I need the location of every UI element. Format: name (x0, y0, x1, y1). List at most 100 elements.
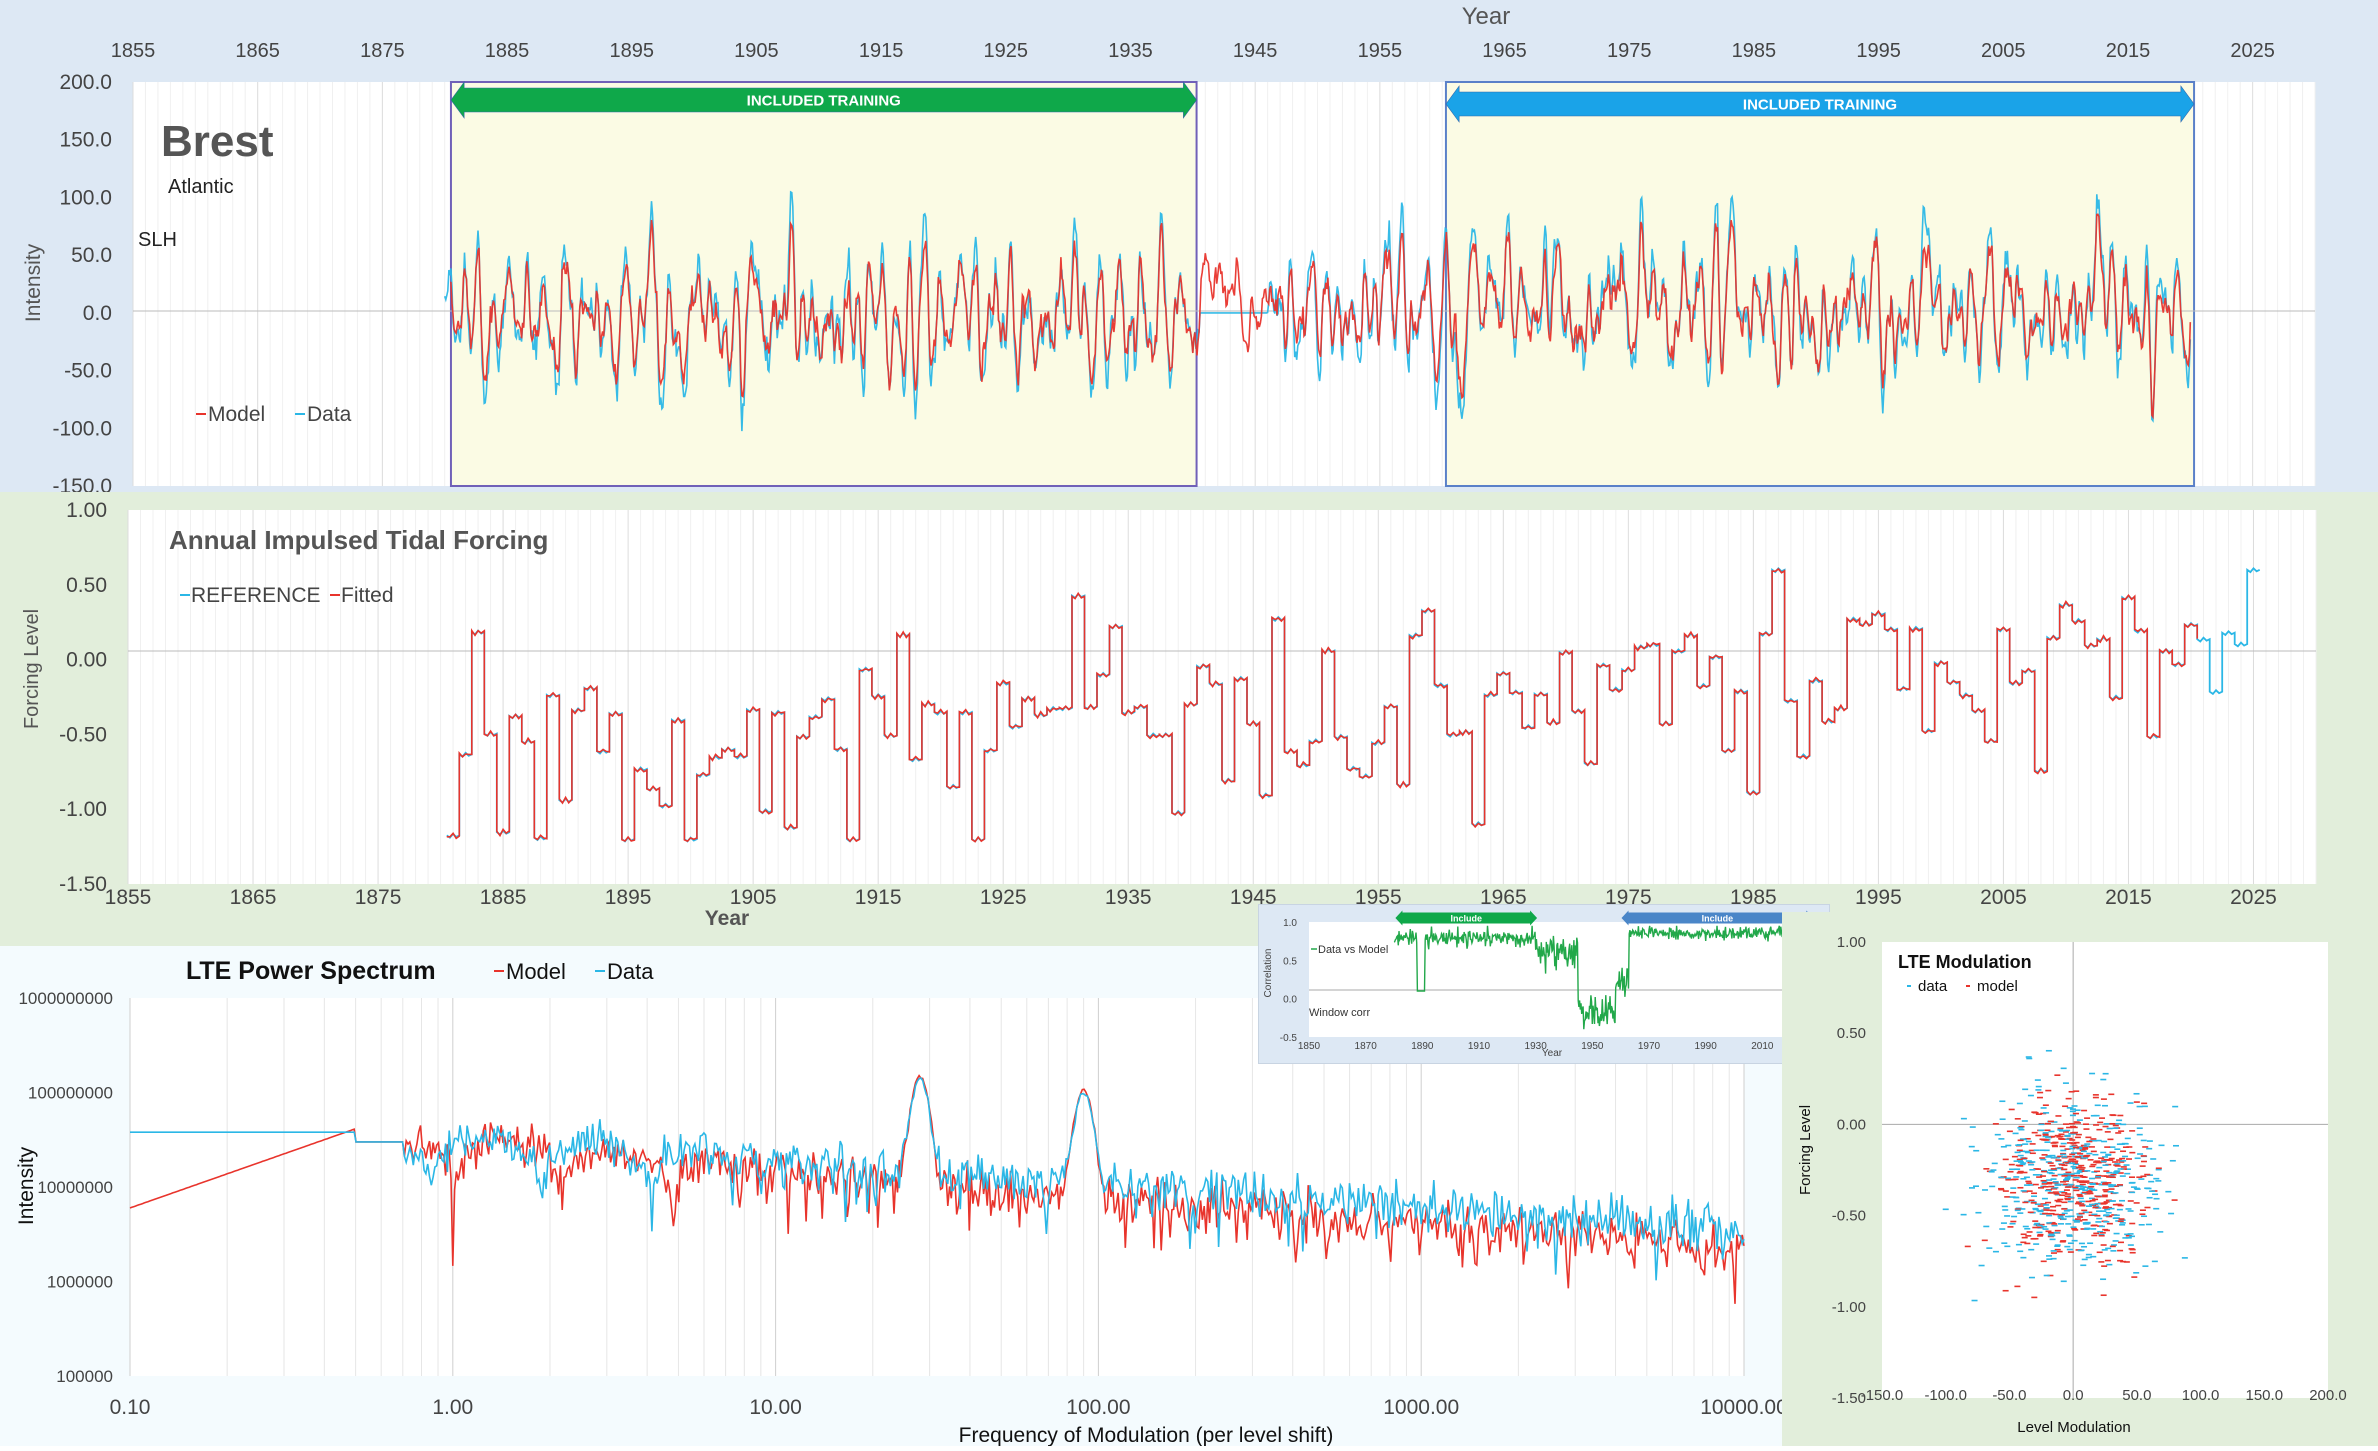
sea-level-x-tick: 1925 (984, 40, 1029, 62)
forcing-y-tick: 0.50 (66, 574, 107, 597)
forcing-x-tick: 1945 (1230, 886, 1277, 909)
forcing-y-tick: 0.00 (66, 649, 107, 672)
lte-modulation-legend: data model (1907, 978, 2018, 995)
sea-level-x-tick: 1865 (235, 40, 280, 62)
sea-level-y-axis-label: Intensity (22, 243, 45, 322)
training-region-2 (1444, 81, 2196, 487)
legend-model: Model (506, 959, 566, 984)
spectrum-x-axis-label: Frequency of Modulation (per level shift… (959, 1424, 1334, 1446)
window-corr-x-tick: 1870 (1355, 1041, 1378, 1052)
legend-data: data (1918, 978, 1948, 995)
sea-level-y-tick: 0.0 (83, 302, 112, 325)
spectrum-x-tick: 10000.00 (1700, 1396, 1782, 1419)
lte-modulation-y-tick: 1.00 (1837, 934, 1866, 951)
spectrum-y-tick: 10000000 (37, 1178, 113, 1197)
included-training-arrow-2-label: INCLUDED TRAINING (1743, 97, 1897, 114)
included-training-arrow-2 (1445, 85, 2195, 123)
window-corr-x-tick: 2010 (1751, 1041, 1774, 1052)
lte-modulation-y-axis-label: Forcing Level (1797, 1105, 1814, 1195)
included-training-arrow-1-label: INCLUDED TRAINING (747, 93, 901, 110)
spectrum-x-tick: 1000.00 (1383, 1396, 1459, 1419)
forcing-x-tick: 1935 (1105, 886, 1152, 909)
spectrum-x-tick: 0.10 (110, 1396, 151, 1419)
window-corr-chart: Include Include 1850 1870 1890 1910 1930 1950 1… (1263, 910, 1831, 1059)
forcing-y-tick: -1.50 (59, 873, 107, 896)
sea-level-x-tick: 1955 (1358, 40, 1403, 62)
include-arrow-label-2: Include (1702, 914, 1734, 924)
forcing-x-tick: 1865 (230, 886, 277, 909)
sea-level-y-tick: -50.0 (64, 360, 112, 383)
sea-level-title: Brest (161, 117, 274, 166)
spectrum-x-tick: 10.00 (749, 1396, 802, 1419)
forcing-panel: 1855 1865 1875 1885 1895 1905 1915 1925 1935 1945… (0, 492, 2378, 946)
lte-modulation-y-tick: -1.00 (1832, 1299, 1866, 1316)
sea-level-y-tick: 100.0 (59, 186, 112, 209)
sea-level-x-tick: 2025 (2230, 40, 2275, 62)
lte-modulation-chart: -150.0 -100.0 -50.0 0.0 50.0 100.0 150.0 200.0 … (1797, 934, 2347, 1436)
sea-level-side-label: SLH (138, 229, 177, 251)
forcing-x-tick: 2015 (2105, 886, 2152, 909)
window-corr-x-tick: 1890 (1411, 1041, 1434, 1052)
forcing-x-tick: 1915 (855, 886, 902, 909)
spectrum-y-tick: 1000000 (47, 1273, 113, 1292)
lte-modulation-y-tick: -1.50 (1832, 1390, 1866, 1407)
sea-level-y-tick: -100.0 (52, 417, 112, 440)
forcing-x-tick: 1875 (355, 886, 402, 909)
lte-modulation-panel: -150.0 -100.0 -50.0 0.0 50.0 100.0 150.0 200.0 … (1782, 912, 2378, 1446)
window-corr-legend: Data vs Model (1311, 944, 1388, 956)
forcing-title: Annual Impulsed Tidal Forcing (169, 525, 548, 555)
window-corr-y-tick: 0.5 (1283, 956, 1297, 967)
forcing-x-tick: 1905 (730, 886, 777, 909)
data-series-line (443, 190, 2192, 432)
window-corr-y-tick: 0.0 (1283, 995, 1297, 1006)
sea-level-x-tick: 1975 (1607, 40, 1652, 62)
lte-modulation-x-tick: 0.0 (2063, 1387, 2084, 1404)
forcing-legend: REFERENCE Fitted (180, 584, 394, 607)
lte-modulation-y-tick: 0.50 (1837, 1025, 1866, 1042)
lte-modulation-x-tick: 150.0 (2246, 1387, 2284, 1404)
sea-level-y-tick: -150.0 (52, 475, 112, 492)
sea-level-x-tick: 1985 (1732, 40, 1777, 62)
forcing-x-tick: 1985 (1730, 886, 1777, 909)
window-corr-annotation: Window corr (1309, 1007, 1370, 1019)
fitted-series-line (446, 567, 2198, 843)
window-corr-x-tick: 1930 (1525, 1041, 1548, 1052)
legend-data: Data (607, 959, 654, 984)
forcing-x-tick: 1885 (480, 886, 527, 909)
forcing-x-tick: 1965 (1480, 886, 1527, 909)
legend-model: Model (208, 403, 265, 426)
window-corr-x-tick: 1990 (1695, 1041, 1718, 1052)
sea-level-x-tick: 1905 (734, 40, 779, 62)
forcing-chart: 1855 1865 1875 1885 1895 1905 1915 1925 1935 1945… (21, 499, 2317, 930)
lte-modulation-x-axis-label: Level Modulation (2017, 1419, 2130, 1436)
lte-modulation-y-tick: -0.50 (1832, 1208, 1866, 1225)
spectrum-x-tick: 100.00 (1066, 1396, 1130, 1419)
sea-level-x-tick: 2015 (2106, 40, 2151, 62)
sea-level-chart: INCLUDED TRAINING INCLUDED TRAINING 1855 1… (22, 3, 2316, 498)
lte-modulation-y-tick: 0.00 (1837, 1116, 1866, 1133)
lte-modulation-x-tick: 50.0 (2122, 1387, 2151, 1404)
sea-level-x-tick: 1995 (1856, 40, 1901, 62)
sea-level-y-tick: 200.0 (59, 71, 112, 94)
sea-level-x-tick: 1875 (360, 40, 405, 62)
spectrum-y-tick: 100000000 (28, 1084, 113, 1103)
window-corr-y-tick: -0.5 (1280, 1033, 1298, 1044)
window-corr-y-tick: 1.0 (1283, 918, 1297, 929)
spectrum-y-tick: 1000000000 (18, 989, 113, 1008)
included-training-arrow-1 (450, 81, 1197, 119)
sea-level-x-tick: 1935 (1108, 40, 1153, 62)
sea-level-x-tick: 1915 (859, 40, 904, 62)
window-corr-x-tick: 1970 (1638, 1041, 1661, 1052)
forcing-x-tick: 2005 (1980, 886, 2027, 909)
sea-level-x-tick: 1945 (1233, 40, 1278, 62)
window-corr-x-tick: 1850 (1298, 1041, 1321, 1052)
legend-model: model (1977, 978, 2018, 995)
forcing-x-tick: 1975 (1605, 886, 1652, 909)
spectrum-x-tick: 1.00 (432, 1396, 473, 1419)
include-arrow-1 (1395, 910, 1538, 926)
forcing-x-axis-label: Year (705, 907, 749, 930)
sea-level-legend: Model Data (196, 403, 352, 426)
forcing-y-tick: -0.50 (59, 723, 107, 746)
window-corr-x-tick: 1910 (1468, 1041, 1491, 1052)
model-series-line (450, 213, 2192, 420)
